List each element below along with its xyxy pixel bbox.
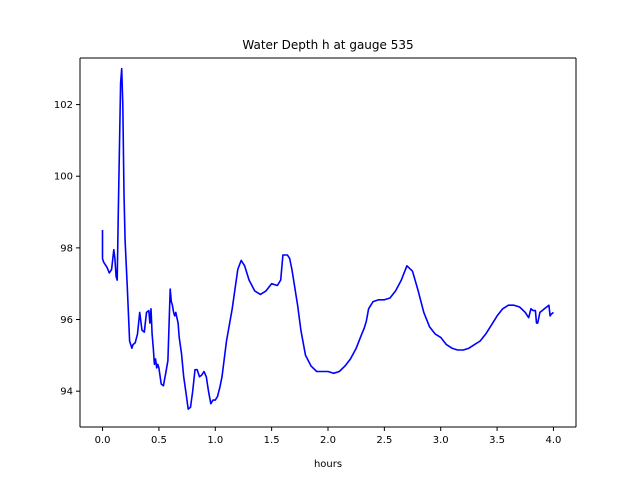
series-line-0 [101, 67, 554, 410]
y-tick-label: 96 [60, 315, 73, 326]
x-tick-label: 1.0 [207, 435, 223, 446]
series-layer [101, 67, 554, 410]
y-axis-ticks: 94 96 98 100 102 [54, 100, 80, 398]
y-tick-label: 94 [60, 387, 73, 398]
y-tick-label: 102 [54, 100, 73, 111]
x-tick-label: 2.5 [376, 435, 392, 446]
chart-title: Water Depth h at gauge 535 [242, 38, 413, 52]
x-axis-ticks: 0.0 0.5 1.0 1.5 2.0 2.5 3.0 3.5 4.0 [95, 427, 562, 446]
x-tick-label: 1.5 [264, 435, 280, 446]
x-tick-label: 3.5 [489, 435, 505, 446]
plot-area [80, 58, 576, 427]
x-tick-label: 2.0 [320, 435, 336, 446]
x-tick-label: 4.0 [546, 435, 562, 446]
x-tick-label: 3.0 [433, 435, 449, 446]
y-tick-label: 100 [54, 172, 73, 183]
y-tick-label: 98 [60, 243, 73, 254]
x-tick-label: 0.5 [151, 435, 167, 446]
x-axis-label: hours [314, 459, 342, 470]
x-tick-label: 0.0 [95, 435, 111, 446]
